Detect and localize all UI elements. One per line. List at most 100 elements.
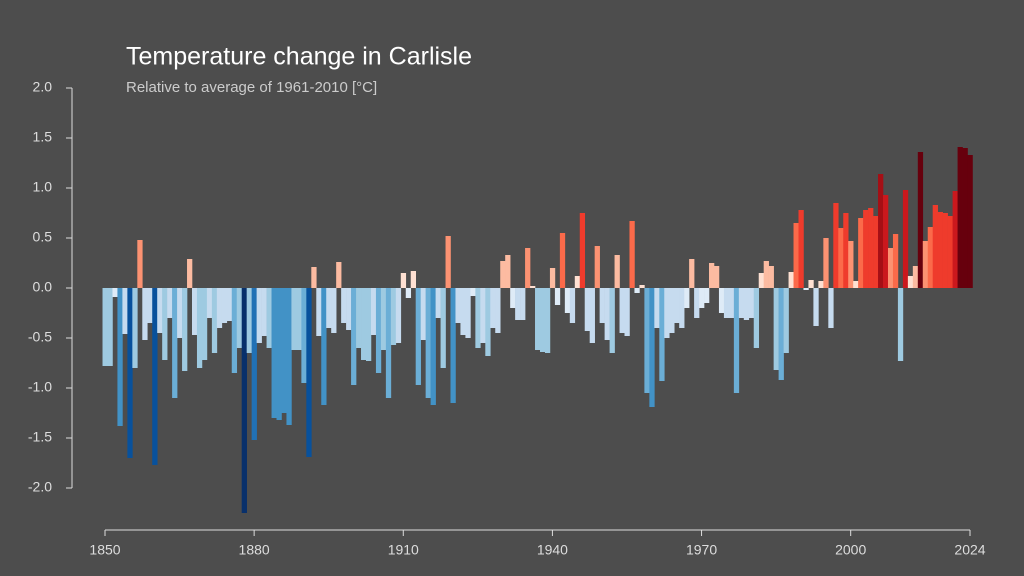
y-tick-label: -0.5 xyxy=(28,329,52,345)
bar xyxy=(897,288,904,361)
bar xyxy=(236,288,243,348)
bar xyxy=(246,288,252,353)
bar xyxy=(589,288,595,343)
bar xyxy=(723,288,730,318)
x-tick-label: 1970 xyxy=(686,542,717,558)
bar xyxy=(858,218,864,288)
bar xyxy=(216,288,223,328)
bar xyxy=(365,288,372,361)
bar xyxy=(490,288,496,328)
bar xyxy=(853,281,859,288)
bar xyxy=(470,288,476,296)
bar xyxy=(415,288,421,385)
bar xyxy=(226,288,233,321)
bar xyxy=(485,288,491,356)
bar xyxy=(927,227,934,288)
bar xyxy=(579,213,586,288)
bar xyxy=(778,288,784,380)
bar xyxy=(952,191,958,288)
bar xyxy=(614,255,620,288)
bar xyxy=(191,288,198,335)
bar xyxy=(177,288,183,338)
x-tick-label: 2000 xyxy=(835,542,866,558)
y-tick-label: 1.0 xyxy=(33,179,53,195)
bar xyxy=(649,288,655,407)
bar xyxy=(187,259,193,288)
bar xyxy=(883,195,889,288)
bar xyxy=(480,288,486,343)
bar xyxy=(346,288,352,330)
bar xyxy=(495,288,501,333)
x-tick-label: 1940 xyxy=(537,542,568,558)
bar xyxy=(445,236,451,288)
bar xyxy=(281,288,287,413)
bar xyxy=(137,240,143,288)
y-tick-label: 0.5 xyxy=(33,229,53,245)
bar xyxy=(604,288,610,340)
bar xyxy=(435,288,441,318)
bar xyxy=(520,288,526,320)
bar xyxy=(102,288,108,366)
bar xyxy=(505,255,511,288)
bar xyxy=(758,273,764,288)
bar xyxy=(465,288,471,338)
bar xyxy=(743,288,750,320)
bar xyxy=(639,285,645,288)
bar xyxy=(525,248,531,288)
bar xyxy=(356,288,362,348)
bar xyxy=(917,152,924,288)
bar xyxy=(619,288,625,333)
bar xyxy=(515,288,521,320)
bar xyxy=(142,288,148,340)
bar xyxy=(848,241,854,288)
bar xyxy=(664,288,670,338)
bar xyxy=(182,288,188,371)
bar xyxy=(266,288,272,348)
bar xyxy=(107,288,113,366)
bar xyxy=(455,288,461,323)
bar xyxy=(261,288,267,336)
bar xyxy=(112,288,118,297)
bar xyxy=(256,288,262,343)
bar xyxy=(147,288,153,323)
bar xyxy=(460,288,466,335)
bar xyxy=(375,288,382,373)
bar xyxy=(594,246,600,288)
bar xyxy=(395,288,402,343)
y-tick-label: 2.0 xyxy=(33,79,53,95)
bar xyxy=(704,288,710,303)
bar xyxy=(609,288,615,353)
bar xyxy=(748,288,755,318)
bar xyxy=(475,288,481,348)
bar xyxy=(753,288,760,348)
bar xyxy=(301,288,307,383)
bar xyxy=(400,273,407,288)
x-tick-label: 1880 xyxy=(239,542,270,558)
bar xyxy=(271,288,277,418)
bar xyxy=(713,266,720,288)
bar xyxy=(674,288,680,323)
bar xyxy=(932,205,938,288)
y-tick-label: 1.5 xyxy=(33,129,53,145)
chart-subtitle: Relative to average of 1961-2010 [°C] xyxy=(126,79,377,96)
bar xyxy=(326,288,332,328)
bar xyxy=(291,288,297,350)
bar xyxy=(624,288,630,336)
bar xyxy=(535,288,541,350)
x-tick-label: 1850 xyxy=(89,542,120,558)
bar xyxy=(351,288,357,385)
bar xyxy=(644,288,650,393)
bar xyxy=(833,203,839,288)
bar xyxy=(221,288,228,323)
bar xyxy=(559,233,566,288)
bar xyxy=(361,288,367,360)
bar xyxy=(341,288,347,323)
bar xyxy=(793,223,799,288)
bar xyxy=(957,147,963,288)
bar xyxy=(440,288,446,368)
bar xyxy=(763,261,769,288)
bar xyxy=(410,271,417,288)
bar xyxy=(599,288,605,323)
bar xyxy=(907,276,914,288)
bar xyxy=(211,288,218,353)
